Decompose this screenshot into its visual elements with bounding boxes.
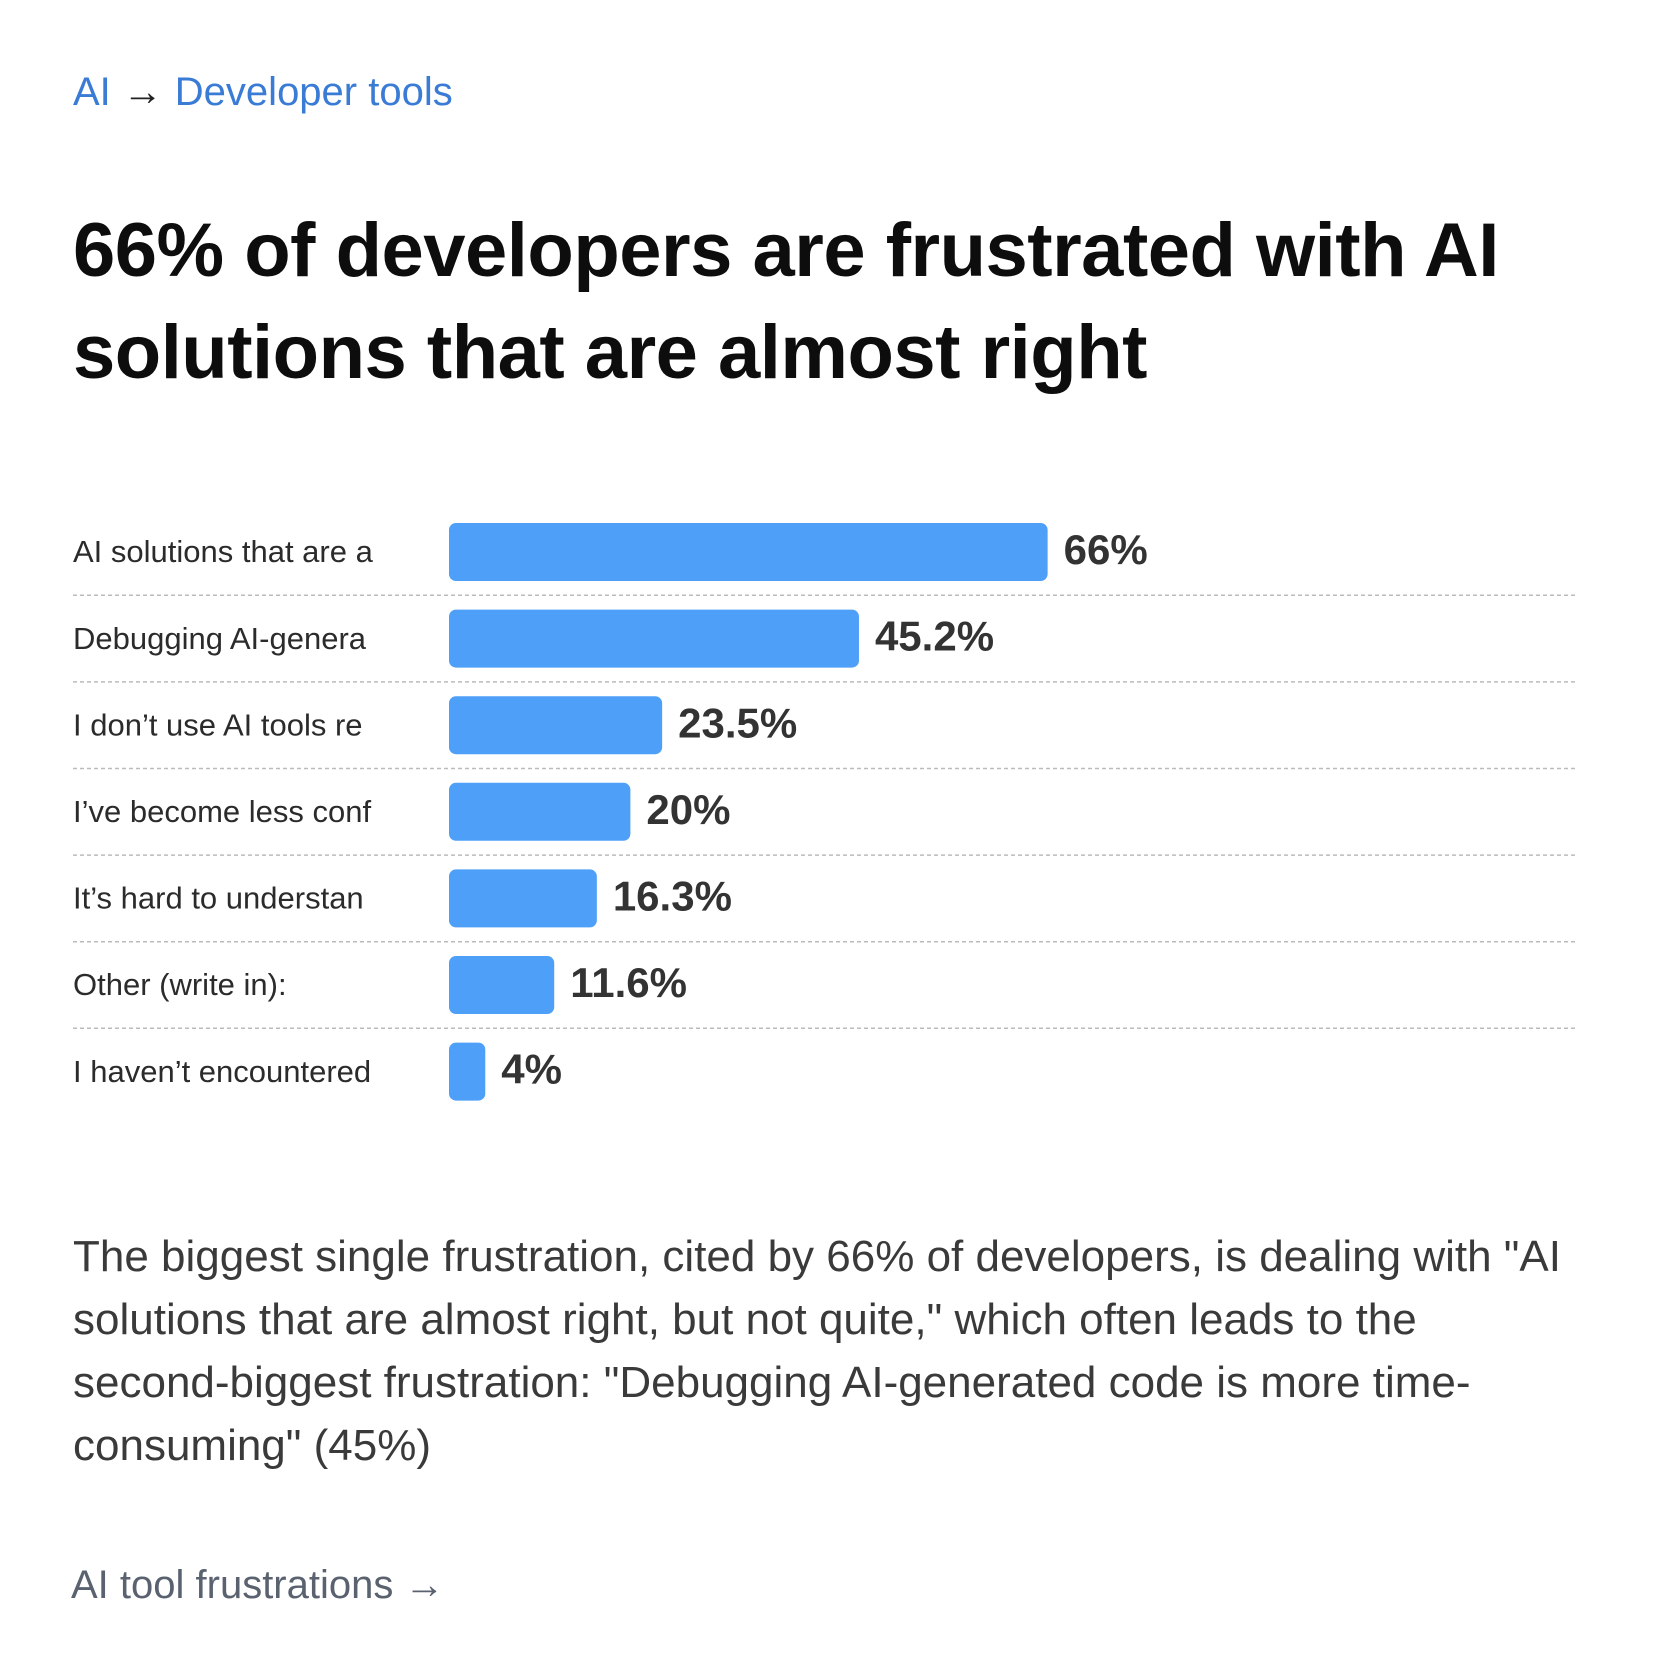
category-label: Debugging AI-genera (73, 621, 367, 656)
breadcrumb-current[interactable]: Developer tools (174, 70, 453, 114)
breadcrumb-separator: → (122, 70, 163, 114)
value-label: 23.5% (678, 699, 797, 746)
value-label: 4% (501, 1046, 562, 1093)
bar (449, 523, 1048, 581)
category-label: I don’t use AI tools re (73, 707, 363, 742)
bar (449, 869, 597, 928)
bar (449, 1042, 486, 1101)
value-label: 16.3% (613, 872, 732, 919)
value-label: 66% (1064, 526, 1148, 573)
category-labels: AI solutions that are a Debugging AI-gene… (73, 534, 374, 1089)
bar (449, 782, 631, 841)
breadcrumb-parent[interactable]: AI (73, 70, 111, 114)
value-label: 20% (646, 786, 730, 833)
category-label: It’s hard to understan (73, 881, 364, 916)
value-label: 11.6% (570, 959, 687, 1006)
chart-title: 66% of developers are frustrated with AI… (73, 208, 1499, 395)
category-label: I’ve become less conf (73, 794, 371, 829)
description: The biggest single frustration, cited by… (73, 1232, 1561, 1470)
footer-link[interactable]: AI tool frustrations → (71, 1563, 445, 1607)
value-label: 45.2% (875, 613, 994, 660)
category-label: I haven’t encountered (73, 1054, 371, 1089)
chart: AI solutions that are a Debugging AI-gene… (73, 523, 1578, 1101)
bar (449, 696, 663, 755)
category-label: AI solutions that are a (73, 534, 374, 569)
bar (449, 609, 859, 668)
breadcrumb: AI → Developer tools (73, 70, 453, 115)
category-label: Other (write in): (73, 967, 287, 1002)
bar (449, 956, 555, 1014)
